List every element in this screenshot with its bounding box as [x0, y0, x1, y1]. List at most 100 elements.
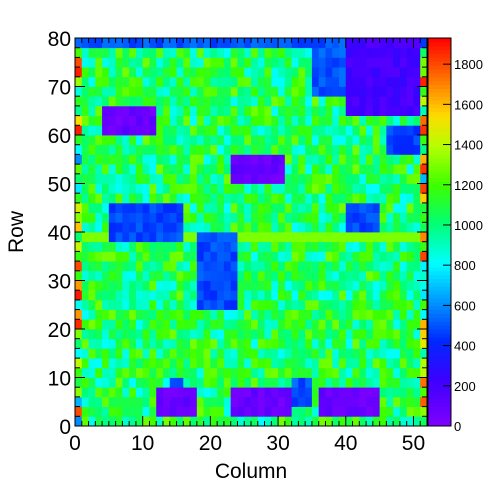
heatmap-cell: [95, 309, 103, 320]
heatmap-cell: [386, 183, 394, 194]
heatmap-cell: [257, 76, 265, 87]
heatmap-cell: [108, 173, 117, 184]
heatmap-cell: [237, 338, 245, 349]
heatmap-cell: [366, 57, 374, 68]
heatmap-cell: [217, 38, 225, 49]
heatmap-cell: [115, 299, 123, 310]
heatmap-cell: [135, 96, 144, 107]
heatmap-cell: [305, 86, 313, 97]
heatmap-cell: [271, 67, 279, 78]
heatmap-cell: [399, 406, 408, 417]
heatmap-cell: [284, 261, 293, 272]
heatmap-cell: [386, 241, 394, 252]
heatmap-cell: [420, 164, 428, 175]
heatmap-cell: [359, 416, 367, 427]
heatmap-cell: [251, 261, 259, 272]
heatmap-cell: [129, 47, 137, 58]
heatmap-cell: [311, 358, 320, 369]
heatmap-cell: [129, 396, 137, 407]
heatmap-cell: [95, 193, 103, 204]
heatmap-cell: [406, 299, 414, 310]
heatmap-cell: [230, 232, 238, 243]
heatmap-cell: [359, 212, 367, 223]
heatmap-cell: [386, 319, 394, 330]
heatmap-cell: [393, 173, 401, 184]
heatmap-cell: [176, 115, 184, 126]
heatmap-cell: [230, 173, 238, 184]
heatmap-cell: [372, 280, 381, 291]
heatmap-cell: [278, 212, 286, 223]
heatmap-cell: [305, 396, 313, 407]
heatmap-cell: [305, 76, 313, 87]
heatmap-cell: [413, 212, 421, 223]
heatmap-cell: [399, 319, 408, 330]
heatmap-cell: [122, 232, 130, 243]
heatmap-cell: [163, 338, 171, 349]
heatmap-cell: [102, 232, 110, 243]
heatmap-cell: [291, 76, 299, 87]
heatmap-cell: [284, 76, 293, 87]
heatmap-cell: [223, 309, 232, 320]
heatmap-cell: [88, 358, 96, 369]
heatmap-cell: [325, 57, 333, 68]
heatmap-cell: [142, 76, 150, 87]
heatmap-cell: [163, 212, 171, 223]
heatmap-cell: [251, 202, 259, 213]
heatmap-cell: [129, 222, 137, 233]
heatmap-cell: [196, 348, 205, 359]
heatmap-cell: [386, 387, 394, 398]
heatmap-cell: [156, 290, 164, 301]
heatmap-cell: [284, 338, 293, 349]
heatmap-cell: [345, 144, 353, 155]
heatmap-cell: [156, 241, 164, 252]
heatmap-cell: [325, 299, 333, 310]
heatmap-cell: [203, 232, 211, 243]
heatmap-cell: [108, 105, 117, 116]
heatmap-cell: [190, 202, 198, 213]
heatmap-cell: [81, 232, 89, 243]
heatmap-cell: [210, 154, 218, 165]
heatmap-cell: [244, 67, 252, 78]
colorbar-segment: [428, 185, 451, 190]
heatmap-cell: [183, 406, 191, 417]
heatmap-cell: [142, 173, 150, 184]
heatmap-cell: [210, 270, 218, 281]
heatmap-cell: [251, 309, 259, 320]
heatmap-cell: [217, 280, 225, 291]
heatmap-cell: [325, 232, 333, 243]
colorbar-segment: [428, 142, 451, 148]
heatmap-cell: [88, 406, 96, 417]
colorbar-segment: [428, 344, 451, 349]
heatmap-cell: [291, 387, 299, 398]
heatmap-cell: [102, 367, 110, 378]
heatmap-cell: [339, 387, 347, 398]
heatmap-cell: [183, 38, 191, 49]
y-tick-label: 40: [48, 222, 71, 245]
heatmap-cell: [102, 241, 110, 252]
heatmap-cell: [244, 115, 252, 126]
heatmap-cell: [210, 193, 218, 204]
heatmap-cell: [176, 367, 184, 378]
heatmap-cell: [81, 57, 89, 68]
heatmap-cell: [217, 309, 225, 320]
heatmap-cell: [95, 212, 103, 223]
heatmap-cell: [359, 319, 367, 330]
heatmap-cell: [149, 67, 157, 78]
heatmap-cell: [203, 396, 211, 407]
heatmap-cell: [332, 115, 340, 126]
heatmap-cell: [230, 47, 238, 58]
heatmap-cell: [325, 358, 333, 369]
colorbar-segment: [428, 387, 451, 392]
heatmap-cell: [244, 212, 252, 223]
heatmap-cell: [244, 290, 252, 301]
colorbar-segment: [428, 263, 451, 268]
heatmap-cell: [406, 367, 414, 378]
heatmap-cell: [406, 115, 414, 126]
heatmap-cell: [163, 387, 171, 398]
heatmap-cell: [176, 396, 184, 407]
heatmap-cell: [339, 241, 347, 252]
colorbar-tick-label: 1200: [454, 178, 483, 193]
heatmap-cell: [264, 164, 272, 175]
heatmap-cell: [251, 144, 259, 155]
heatmap-cell: [257, 319, 265, 330]
